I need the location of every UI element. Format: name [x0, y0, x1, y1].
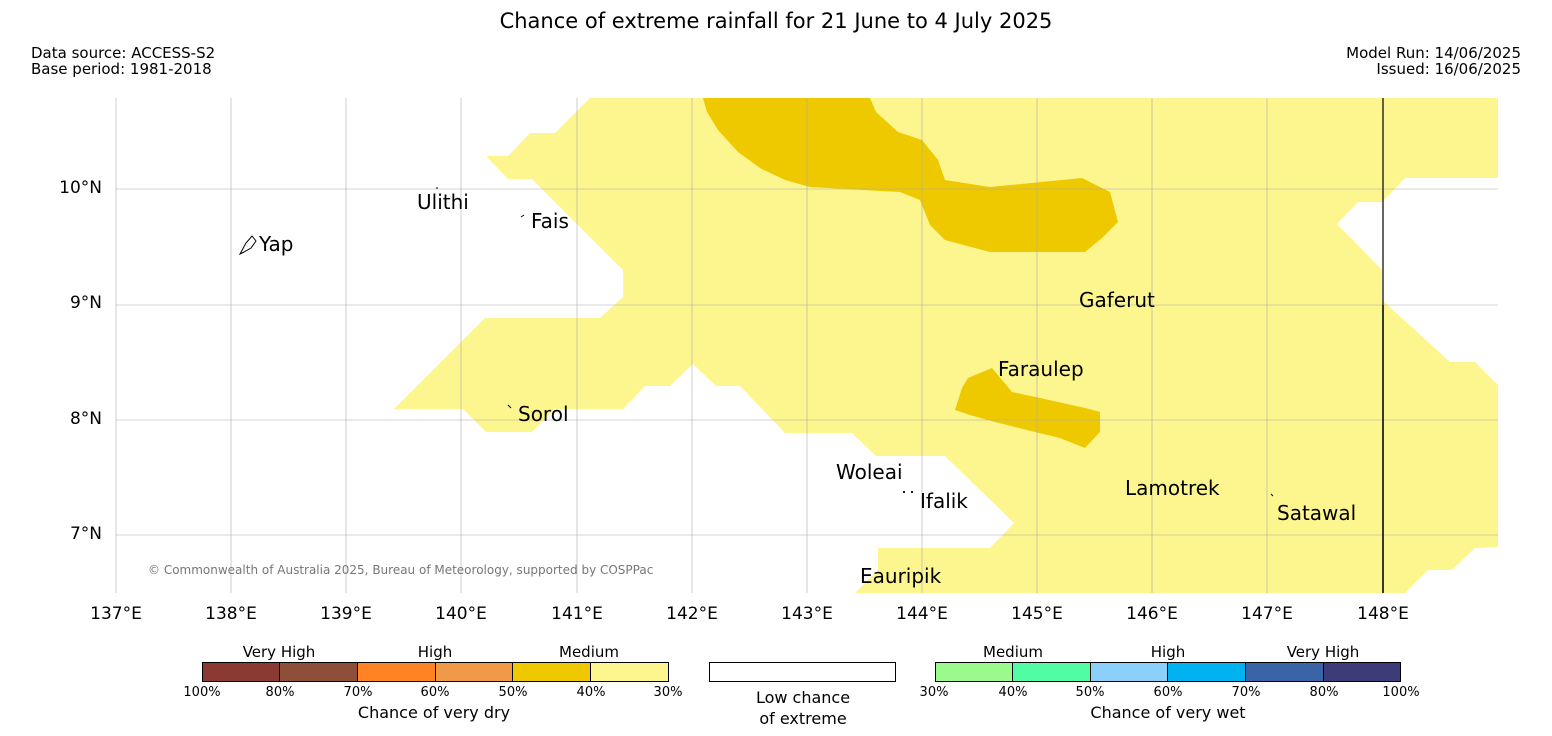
wet-tick-80: 80% — [1309, 685, 1339, 700]
issued-date: Issued: 16/06/2025 — [1376, 60, 1521, 78]
wet-caption: Chance of very wet — [1090, 703, 1246, 722]
dry-tick-60: 60% — [420, 685, 450, 700]
dry-caption: Chance of very dry — [357, 703, 511, 722]
wet-swatch-80-100 — [1324, 662, 1401, 682]
place-ifalik: Ifalik — [920, 489, 968, 513]
woleai-dot — [902, 490, 906, 494]
wet-swatch-30-40 — [935, 662, 1013, 682]
gridlines — [115, 98, 1498, 593]
lat-label-10n: 10°N — [59, 178, 102, 198]
low-caption-line1: Low chance — [755, 688, 851, 707]
dry-swatch-40-30 — [591, 662, 669, 682]
meta-right: Model Run: 14/06/2025 Issued: 16/06/2025 — [1346, 45, 1521, 77]
dry-swatch-60-50 — [436, 662, 513, 682]
wet-cat-very-high: Very High — [1286, 643, 1360, 661]
satawal-dot — [1270, 493, 1274, 497]
wet-swatch-60-70 — [1168, 662, 1246, 682]
lat-label-8n: 8°N — [69, 409, 102, 429]
lon-label-140e: 140°E — [435, 604, 487, 624]
lon-label-139e: 139°E — [320, 604, 372, 624]
yap-island-shape — [238, 235, 257, 256]
map-title: Chance of extreme rainfall for 21 June t… — [499, 9, 1053, 33]
place-gaferut: Gaferut — [1079, 288, 1155, 312]
low-swatch — [709, 662, 896, 682]
meta-left: Data source: ACCESS-S2 Base period: 1981… — [31, 45, 215, 77]
data-source: Data source: ACCESS-S2 — [31, 44, 216, 62]
place-satawal: Satawal — [1277, 501, 1357, 525]
model-run: Model Run: 14/06/2025 — [1346, 44, 1521, 62]
dry-tick-70: 70% — [343, 685, 373, 700]
place-fais: Fais — [531, 209, 569, 233]
woleai-dot-2 — [910, 490, 914, 494]
lon-label-148e: 148°E — [1357, 604, 1409, 624]
dry-swatch-70-60 — [358, 662, 436, 682]
wet-tick-30: 30% — [919, 685, 949, 700]
place-ulithi: Ulithi — [417, 190, 469, 214]
place-eauripik: Eauripik — [860, 564, 942, 588]
lon-label-147e: 147°E — [1241, 604, 1293, 624]
wet-tick-60: 60% — [1153, 685, 1183, 700]
island-marks — [238, 187, 1274, 497]
place-lamotrek: Lamotrek — [1125, 476, 1220, 500]
dry-tick-50: 50% — [498, 685, 528, 700]
lon-label-137e: 137°E — [90, 604, 142, 624]
wet-tick-50: 50% — [1075, 685, 1105, 700]
dry-swatch-50-40 — [513, 662, 591, 682]
wet-cat-high: High — [1150, 643, 1186, 661]
lon-label-144e: 144°E — [896, 604, 948, 624]
dry-tick-30: 30% — [653, 685, 683, 700]
dry-swatch-100-80 — [202, 662, 280, 682]
place-yap: Yap — [259, 232, 294, 256]
dry-cat-medium: Medium — [559, 643, 619, 661]
dry-tick-40: 40% — [576, 685, 606, 700]
lat-label-7n: 7°N — [69, 524, 102, 544]
dry-tick-80: 80% — [265, 685, 295, 700]
wet-tick-100: 100% — [1382, 685, 1420, 700]
wet-cat-medium: Medium — [983, 643, 1043, 661]
lon-label-146e: 146°E — [1126, 604, 1178, 624]
dry-tick-100: 100% — [183, 685, 221, 700]
lon-label-145e: 145°E — [1011, 604, 1063, 624]
lon-label-143e: 143°E — [781, 604, 833, 624]
place-sorol: Sorol — [518, 402, 569, 426]
dry-cat-high: High — [417, 643, 453, 661]
shading-30-40 — [394, 98, 1498, 593]
sorol-dot — [507, 404, 512, 409]
shading-40-50-faraulep — [955, 368, 1100, 448]
place-woleai: Woleai — [836, 460, 903, 484]
copyright-notice: © Commonwealth of Australia 2025, Bureau… — [148, 563, 654, 577]
dry-cat-very-high: Very High — [242, 643, 316, 661]
base-period: Base period: 1981-2018 — [31, 60, 212, 78]
lon-label-141e: 141°E — [551, 604, 603, 624]
wet-swatch-50-60 — [1091, 662, 1168, 682]
lat-label-9n: 9°N — [69, 293, 102, 313]
fais-dot — [520, 214, 525, 218]
lon-label-138e: 138°E — [205, 604, 257, 624]
low-caption-line2: of extreme — [759, 709, 847, 728]
lon-label-142e: 142°E — [666, 604, 718, 624]
place-faraulep: Faraulep — [998, 357, 1084, 381]
wet-swatch-70-80 — [1246, 662, 1324, 682]
wet-tick-40: 40% — [998, 685, 1028, 700]
wet-tick-70: 70% — [1231, 685, 1261, 700]
wet-swatch-40-50 — [1013, 662, 1091, 682]
dry-swatch-80-70 — [280, 662, 358, 682]
